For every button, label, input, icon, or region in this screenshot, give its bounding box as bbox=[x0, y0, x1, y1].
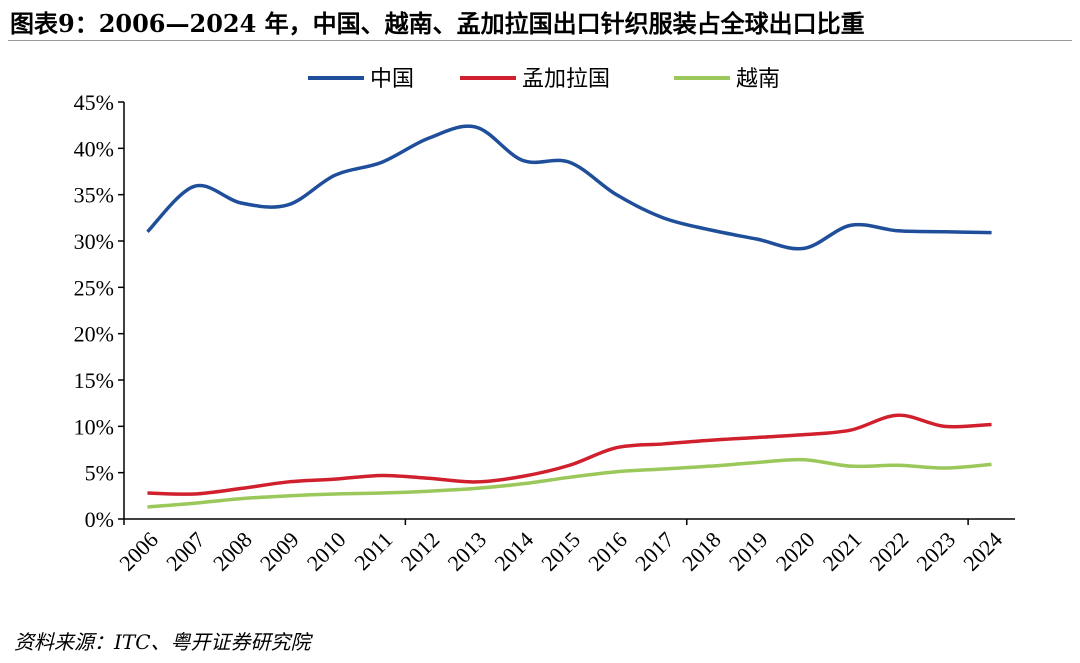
y-tick-label: 30% bbox=[74, 229, 114, 254]
x-tick-label: 2007 bbox=[161, 527, 210, 576]
x-tick-label: 2015 bbox=[536, 527, 585, 576]
y-tick-label: 45% bbox=[74, 90, 114, 115]
title-divider bbox=[8, 40, 1072, 41]
x-tick-label: 2014 bbox=[489, 527, 538, 576]
x-tick-label: 2022 bbox=[865, 527, 914, 576]
x-tick-label: 2008 bbox=[208, 527, 257, 576]
x-tick-label: 2024 bbox=[958, 527, 1007, 576]
x-tick-label: 2016 bbox=[583, 527, 632, 576]
y-tick-label: 15% bbox=[74, 368, 114, 393]
x-tick-label: 2023 bbox=[911, 527, 960, 576]
x-tick-label: 2012 bbox=[396, 527, 445, 576]
y-tick-label: 0% bbox=[85, 507, 114, 532]
x-tick-label: 2021 bbox=[818, 527, 867, 576]
x-tick-label: 2019 bbox=[724, 527, 773, 576]
x-tick-label: 2020 bbox=[771, 527, 820, 576]
y-tick-label: 35% bbox=[74, 183, 114, 208]
x-tick-label: 2013 bbox=[442, 527, 491, 576]
x-tick-label: 2006 bbox=[114, 527, 163, 576]
legend-label: 中国 bbox=[370, 67, 414, 92]
y-tick-label: 10% bbox=[74, 414, 114, 439]
y-tick-label: 25% bbox=[74, 275, 114, 300]
y-tick-label: 20% bbox=[74, 322, 114, 347]
series-line-0 bbox=[146, 124, 992, 251]
x-tick-label: 2010 bbox=[302, 527, 351, 576]
y-tick-label: 5% bbox=[85, 461, 114, 486]
x-tick-label: 2011 bbox=[349, 527, 397, 575]
x-tick-label: 2009 bbox=[255, 527, 304, 576]
legend-label: 越南 bbox=[736, 67, 780, 92]
x-tick-label: 2018 bbox=[677, 527, 726, 576]
source-note: 资料来源：ITC、粤开证券研究院 bbox=[14, 630, 311, 654]
x-tick-label: 2017 bbox=[630, 527, 679, 576]
chart-title: 图表9：2006—2024 年，中国、越南、孟加拉国出口针织服装占全球出口比重 bbox=[10, 9, 865, 38]
legend-label: 孟加拉国 bbox=[522, 67, 610, 92]
series-line-1 bbox=[147, 413, 992, 496]
y-tick-label: 40% bbox=[74, 136, 114, 161]
